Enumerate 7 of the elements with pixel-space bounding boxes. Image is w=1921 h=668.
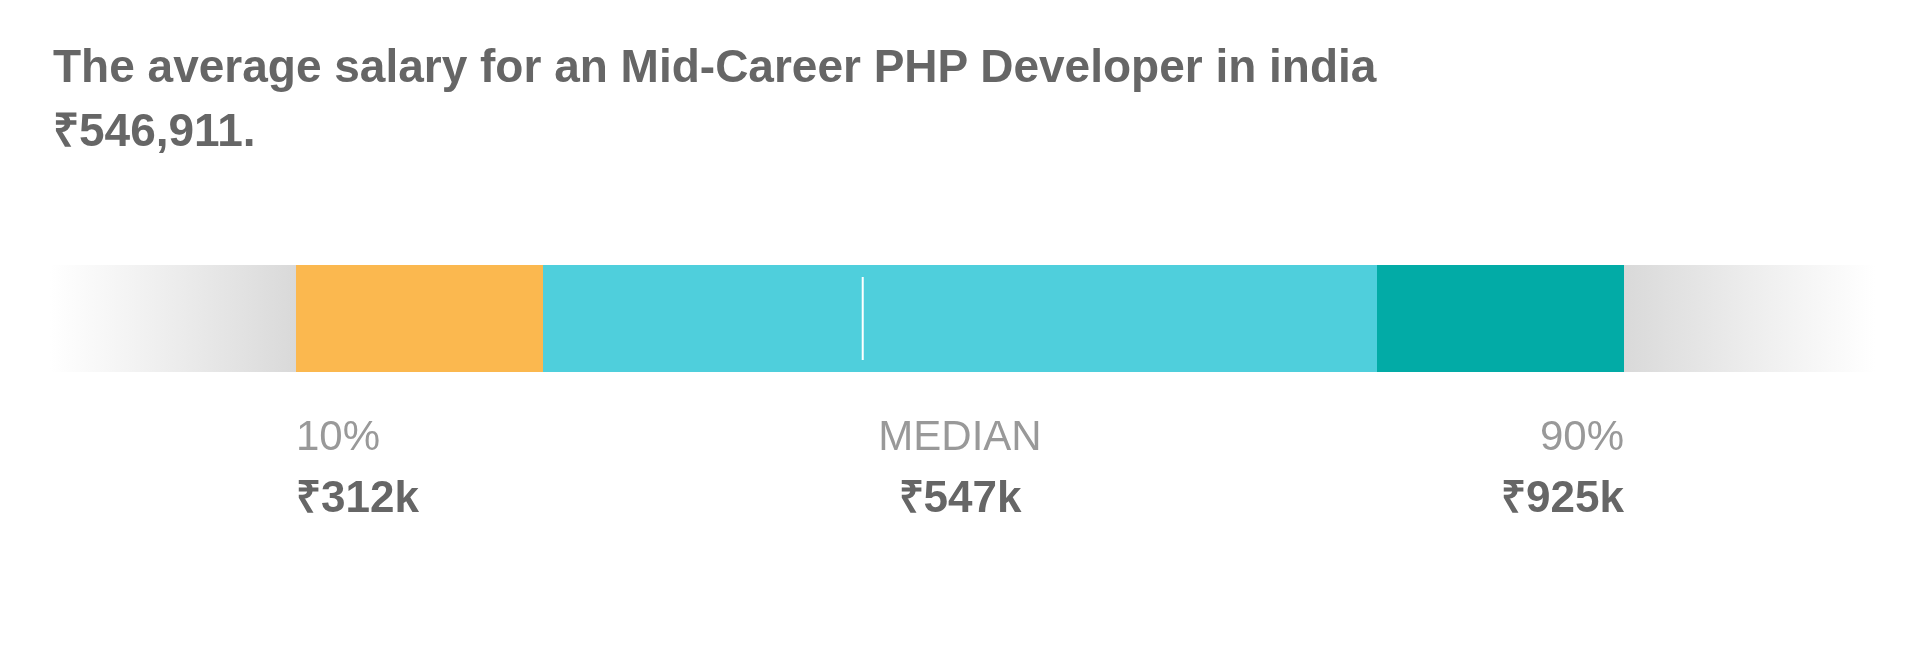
data-label: ₹925k <box>1501 472 1625 521</box>
data-label: ₹312k <box>296 472 420 521</box>
category-label: MEDIAN <box>878 412 1042 459</box>
text: The average salary for an Mid-Career PHP Developer in india ₹546,911. <box>53 39 1378 158</box>
data-label: ₹547k <box>898 472 1022 521</box>
category-label: 10% <box>296 412 381 459</box>
category-label: 90% <box>1539 412 1624 459</box>
